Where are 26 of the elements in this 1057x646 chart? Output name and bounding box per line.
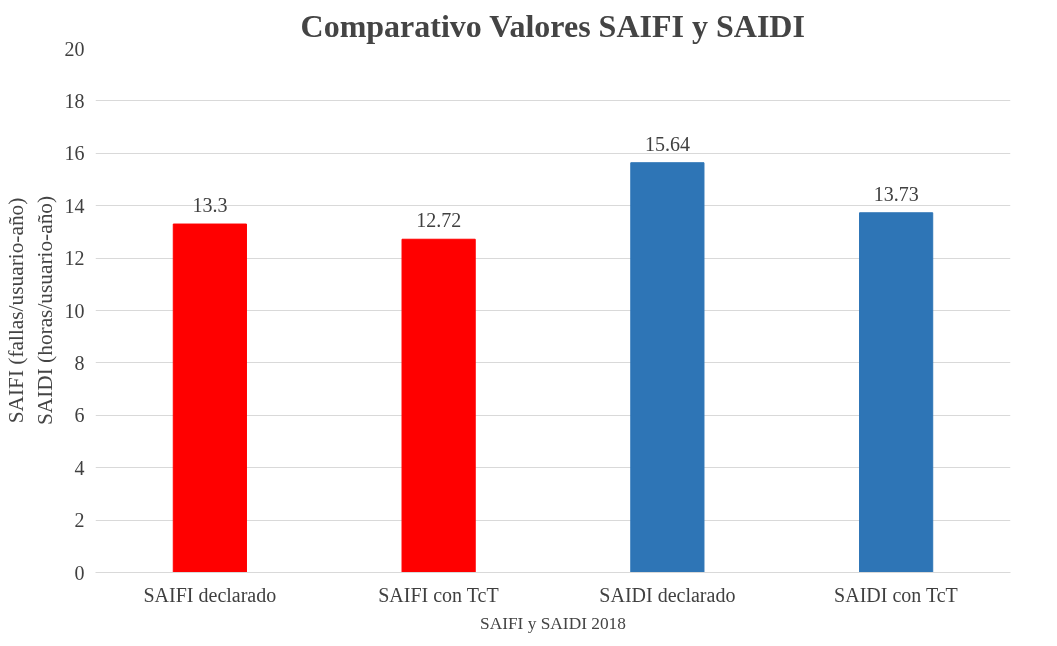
y-tick-label: 14	[64, 194, 85, 217]
y-tick-label: 20	[64, 37, 85, 60]
data-label: 12.72	[416, 209, 462, 232]
y-tick-label: 2	[74, 509, 85, 532]
chart-title: Comparativo Valores SAIFI y SAIDI	[300, 7, 805, 44]
y-tick-label: 6	[74, 404, 85, 427]
y-tick-label: 0	[74, 561, 85, 584]
y-tick-label: 4	[74, 456, 85, 479]
bar	[401, 238, 476, 573]
bar	[859, 212, 934, 573]
y-tick-label: 10	[64, 299, 85, 322]
x-tick-label: SAIFI con TcT	[378, 583, 499, 606]
y-tick-label: 18	[64, 89, 85, 112]
data-label: 13.73	[873, 182, 919, 205]
x-tick-label: SAIFI declarado	[143, 583, 277, 606]
y-tick-label: 16	[64, 142, 85, 165]
data-label: 15.64	[644, 132, 690, 155]
x-axis-title: SAIFI y SAIDI 2018	[480, 613, 626, 633]
data-label: 13.3	[192, 194, 228, 217]
x-tick-label: SAIDI con TcT	[834, 583, 958, 606]
bar	[630, 162, 705, 573]
bar	[172, 223, 247, 573]
y-axis-title: SAIFI (fallas/usuario-año) SAIDI (horas/usuario-año)	[3, 195, 57, 426]
y-tick-label: 12	[64, 247, 85, 270]
y-tick-label: 8	[74, 351, 85, 374]
x-tick-label: SAIDI declarado	[599, 583, 736, 606]
